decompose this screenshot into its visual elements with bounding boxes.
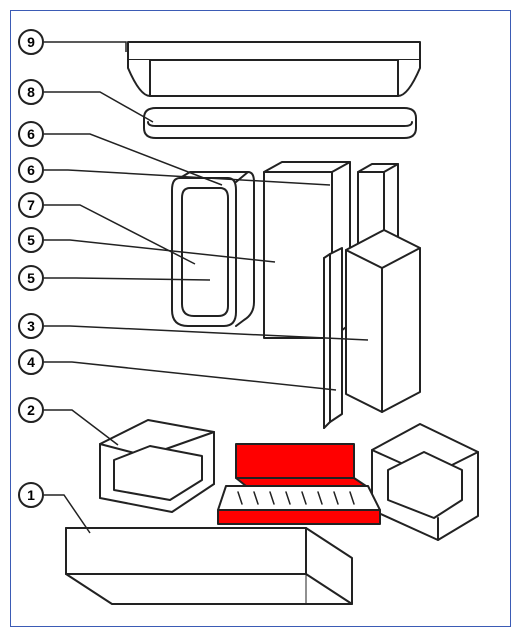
part-7-left-panel <box>172 172 254 326</box>
callout-7: 7 <box>18 192 44 218</box>
callout-5b: 5 <box>18 265 44 291</box>
part-2-left-tray <box>100 420 214 512</box>
part-1-base <box>66 528 352 604</box>
part-9 <box>128 42 420 96</box>
right-tray <box>372 424 478 540</box>
callout-2: 2 <box>18 397 44 423</box>
callout-8: 8 <box>18 79 44 105</box>
callout-4: 4 <box>18 349 44 375</box>
callout-6b: 6 <box>18 157 44 183</box>
highlighted-part <box>218 444 380 524</box>
part-8 <box>144 108 416 138</box>
callout-1: 1 <box>18 482 44 508</box>
exploded-diagram <box>0 0 521 637</box>
callout-3: 3 <box>18 313 44 339</box>
callout-6a: 6 <box>18 121 44 147</box>
callout-5a: 5 <box>18 227 44 253</box>
part-3 <box>346 230 420 412</box>
callout-9: 9 <box>18 29 44 55</box>
